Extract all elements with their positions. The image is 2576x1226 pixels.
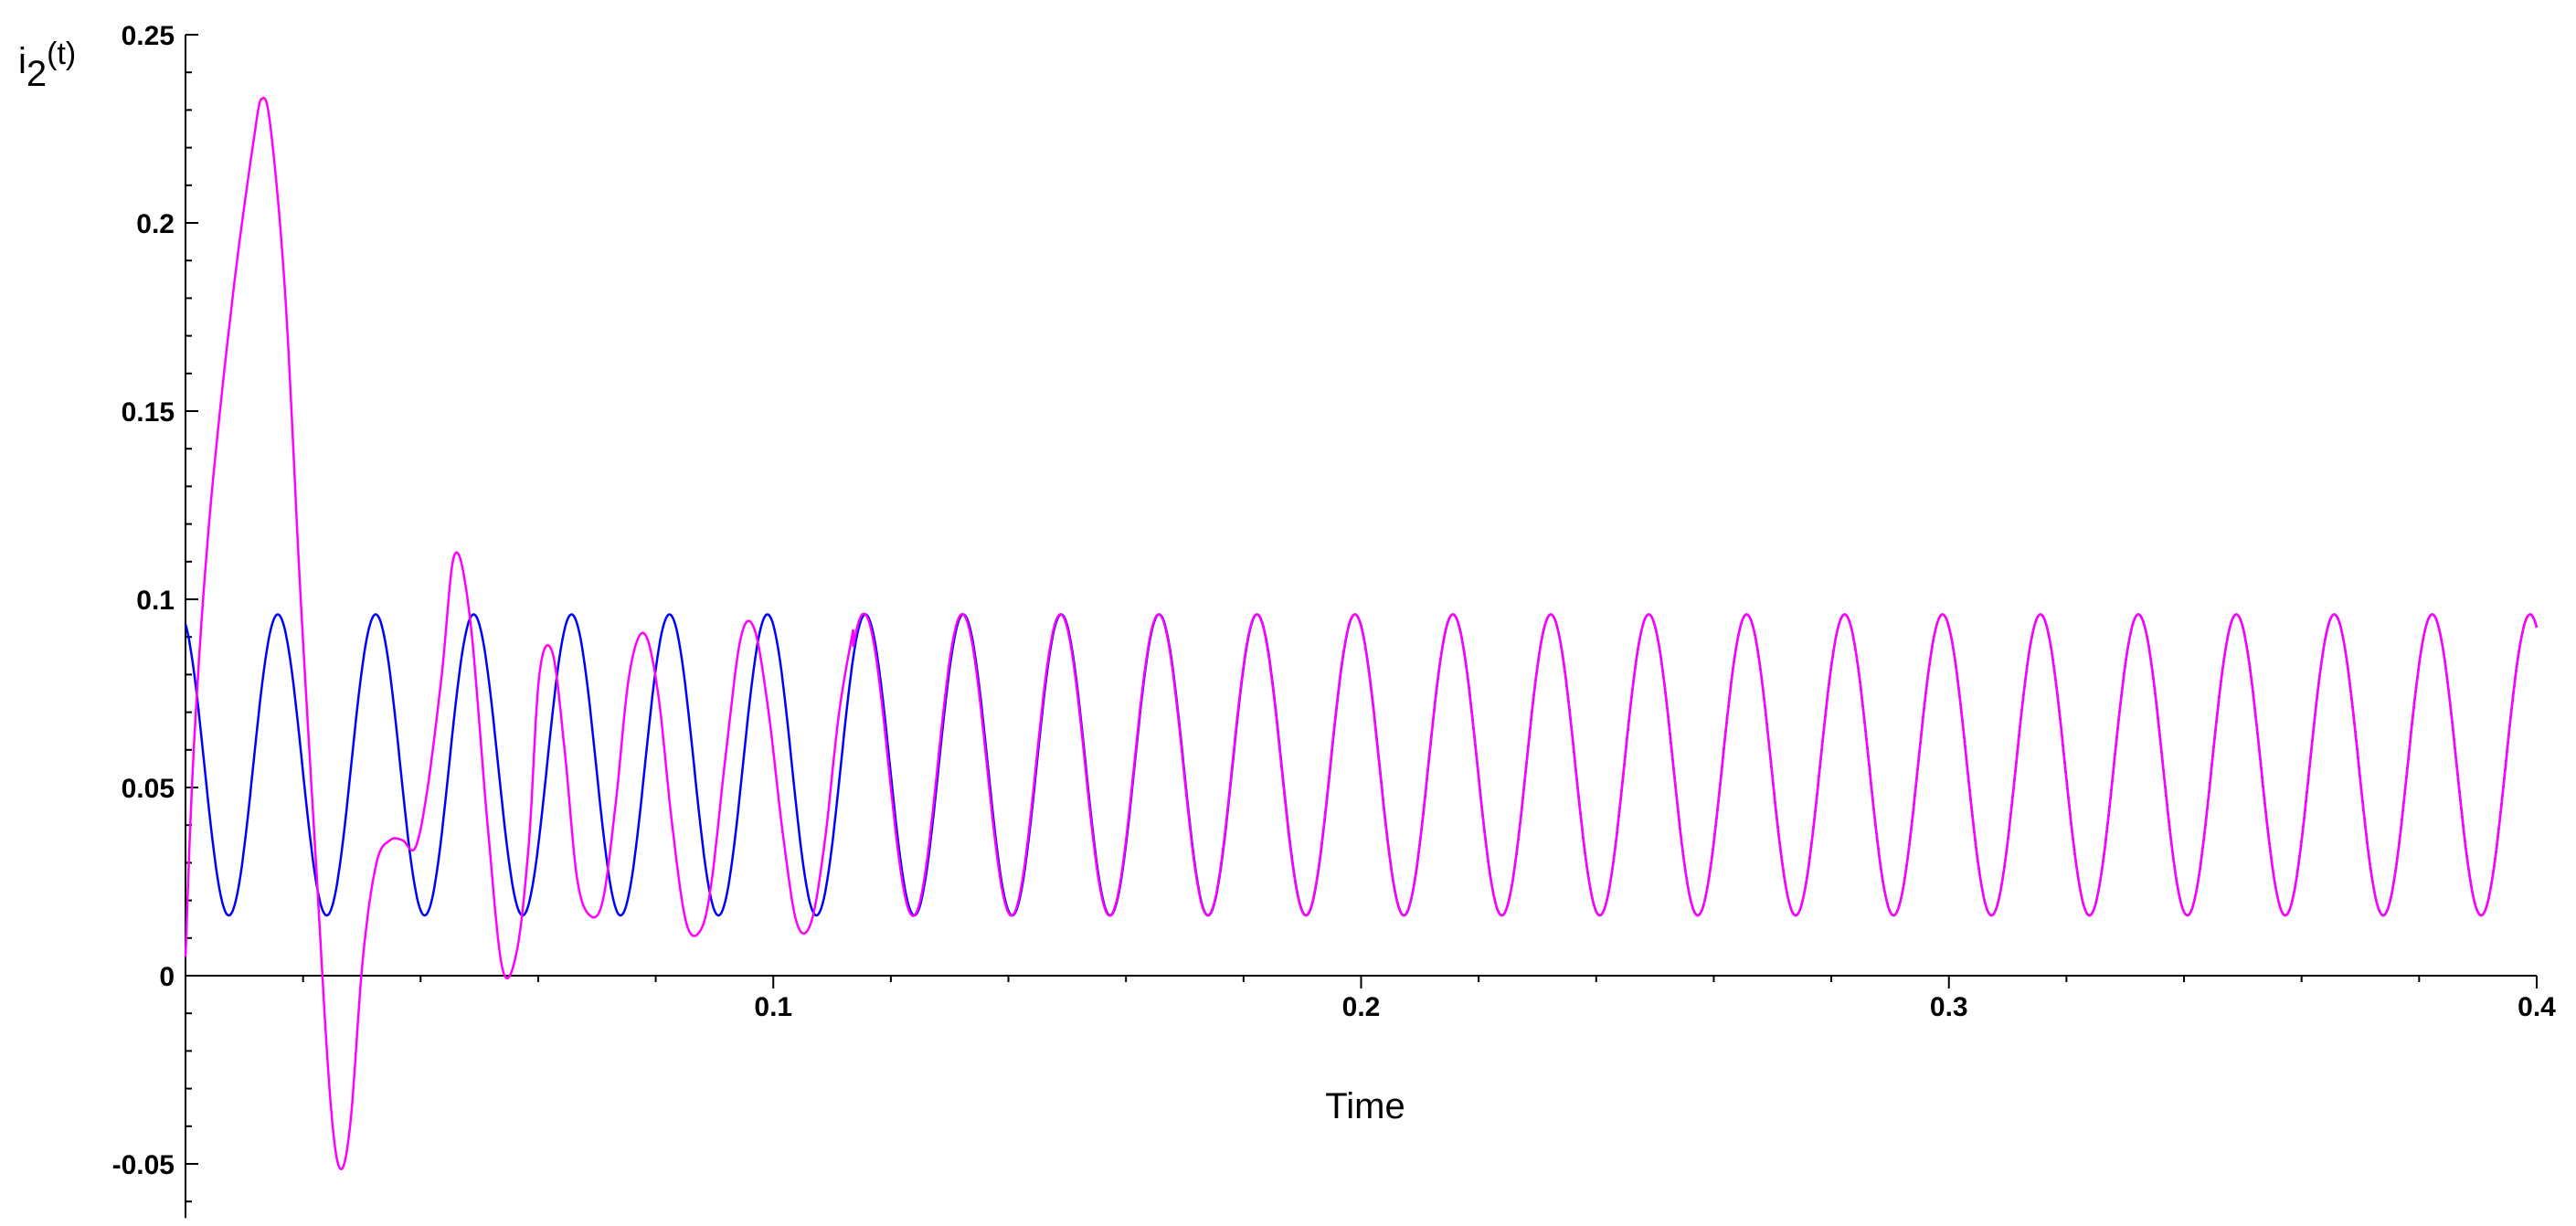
y-tick-label: 0 bbox=[159, 962, 175, 992]
y-tick-label: -0.05 bbox=[112, 1150, 175, 1180]
y-tick-label: 0.1 bbox=[136, 586, 175, 616]
y-tick-label: 0.2 bbox=[136, 209, 175, 239]
series-line-blue bbox=[184, 613, 2539, 917]
y-tick-label: 0.25 bbox=[122, 21, 175, 51]
x-tick-label: 0.3 bbox=[1930, 992, 1968, 1022]
y-axis-label-sub: 2 bbox=[27, 54, 47, 94]
series-layer bbox=[184, 96, 2539, 1170]
y-axis-label: i2(t) bbox=[18, 37, 76, 94]
y-tick-label: 0.05 bbox=[122, 774, 175, 804]
x-tick-label: 0.1 bbox=[754, 992, 792, 1022]
x-axis-label: Time bbox=[1325, 1086, 1405, 1126]
x-tick-label: 0.4 bbox=[2518, 992, 2556, 1022]
y-axis-label-base: i bbox=[18, 41, 27, 81]
tick-labels: -0.05 0 0.05 0.1 0.15 0.2 0.25 0.1 0.2 0.3 0.4 bbox=[112, 21, 2557, 1180]
series-line-magenta bbox=[184, 96, 2539, 1170]
x-tick-label: 0.2 bbox=[1342, 992, 1381, 1022]
y-tick-label: 0.15 bbox=[122, 397, 175, 428]
y-axis-label-suffix: (t) bbox=[47, 37, 76, 71]
